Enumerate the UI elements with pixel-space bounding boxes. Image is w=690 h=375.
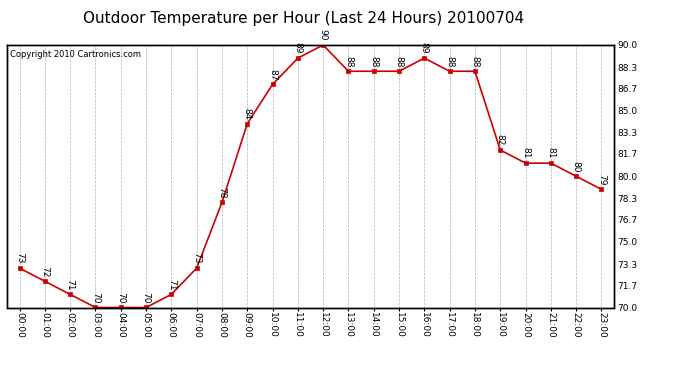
- Text: 73: 73: [192, 252, 201, 264]
- Text: 70: 70: [91, 292, 100, 303]
- Text: 88: 88: [395, 56, 404, 67]
- Text: 71: 71: [167, 279, 176, 290]
- Text: 72: 72: [40, 266, 50, 277]
- Text: 71: 71: [66, 279, 75, 290]
- Text: 81: 81: [521, 147, 530, 159]
- Text: 90: 90: [319, 29, 328, 41]
- Text: 87: 87: [268, 69, 277, 80]
- Text: 70: 70: [116, 292, 126, 303]
- Text: 89: 89: [293, 42, 302, 54]
- Text: 82: 82: [495, 135, 505, 146]
- Text: 79: 79: [597, 174, 606, 185]
- Text: 84: 84: [243, 108, 252, 120]
- Text: 78: 78: [217, 187, 226, 198]
- Text: 88: 88: [471, 56, 480, 67]
- Text: 70: 70: [141, 292, 150, 303]
- Text: 73: 73: [15, 252, 24, 264]
- Text: Copyright 2010 Cartronics.com: Copyright 2010 Cartronics.com: [10, 50, 141, 59]
- Text: Outdoor Temperature per Hour (Last 24 Hours) 20100704: Outdoor Temperature per Hour (Last 24 Ho…: [83, 11, 524, 26]
- Text: 88: 88: [369, 56, 378, 67]
- Text: 80: 80: [571, 160, 581, 172]
- Text: 88: 88: [445, 56, 454, 67]
- Text: 88: 88: [344, 56, 353, 67]
- Text: 81: 81: [546, 147, 555, 159]
- Text: 89: 89: [420, 42, 429, 54]
